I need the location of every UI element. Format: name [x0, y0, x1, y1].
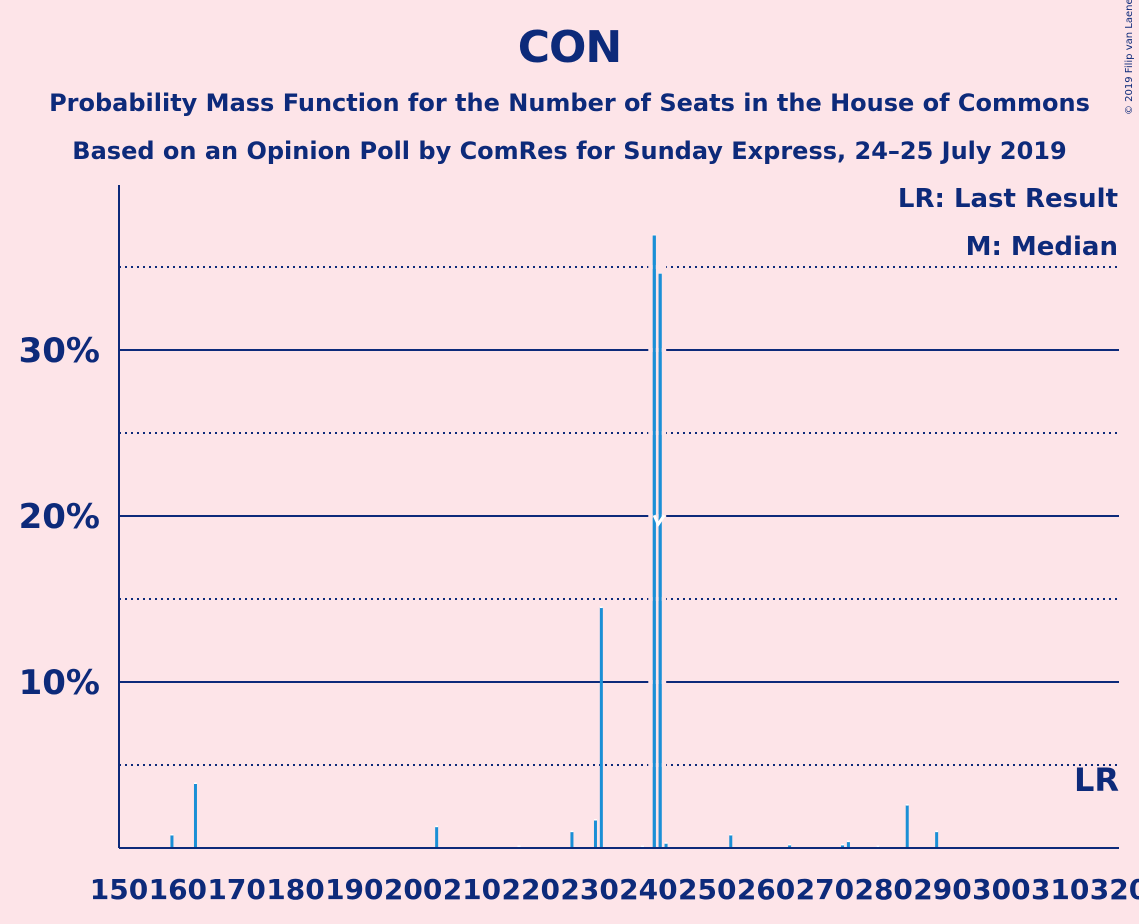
x-tick-label-210: 210 — [443, 873, 501, 906]
median-gap-5 — [648, 763, 667, 767]
x-tick-label-240: 240 — [619, 873, 677, 906]
x-tick-label-300: 300 — [972, 873, 1030, 906]
x-tick-label-230: 230 — [560, 873, 618, 906]
x-tick-label-200: 200 — [384, 873, 442, 906]
bar-seat-163 — [193, 783, 197, 848]
bar-seat-204 — [435, 826, 439, 848]
bar-seat-289 — [935, 831, 939, 848]
bar-seat-254 — [729, 834, 733, 848]
x-tick-label-290: 290 — [913, 873, 971, 906]
x-tick-label-160: 160 — [149, 873, 207, 906]
x-tick-label-170: 170 — [207, 873, 265, 906]
median-gap-10 — [648, 680, 667, 684]
x-tick-label-320: 320 — [1090, 873, 1139, 906]
bar-seat-232 — [599, 607, 603, 848]
x-tick-label-150: 150 — [90, 873, 148, 906]
x-tick-label-220: 220 — [502, 873, 560, 906]
x-tick-label-190: 190 — [325, 873, 383, 906]
bar-seat-284 — [905, 804, 909, 848]
last-result-label: LR — [1074, 761, 1119, 799]
y-tick-label-20: 20% — [19, 497, 100, 537]
bar-seat-159 — [170, 834, 174, 848]
y-tick-label-30: 30% — [19, 331, 100, 371]
bar-seat-231 — [593, 819, 597, 848]
bar-seat-264 — [788, 844, 792, 848]
chart-subtitle-1: Probability Mass Function for the Number… — [49, 89, 1090, 117]
bar-seat-243 — [664, 843, 668, 848]
median-gap-15 — [648, 597, 667, 601]
legend-median: M: Median — [965, 232, 1118, 262]
x-tick-label-250: 250 — [678, 873, 736, 906]
median-marker — [652, 514, 666, 528]
x-tick-label-180: 180 — [266, 873, 324, 906]
median-gap-25 — [648, 431, 667, 435]
bar-seat-274 — [846, 841, 850, 848]
x-tick-label-260: 260 — [737, 873, 795, 906]
chart-title: CON — [517, 22, 623, 73]
y-tick-label-10: 10% — [19, 663, 100, 703]
x-tick-label-280: 280 — [854, 873, 912, 906]
chart-subtitle-2: Based on an Opinion Poll by ComRes for S… — [72, 137, 1067, 165]
median-gap-35 — [648, 265, 667, 269]
legend-last-result: LR: Last Result — [897, 184, 1118, 214]
x-tick-label-310: 310 — [1031, 873, 1089, 906]
bar-seat-273 — [841, 844, 845, 848]
median-gap-20 — [648, 514, 667, 518]
bar-seat-242-front — [658, 273, 662, 848]
x-tick-label-270: 270 — [796, 873, 854, 906]
bar-seat-227 — [570, 831, 574, 848]
median-gap-30 — [648, 348, 667, 352]
bar-seat-241-front — [652, 235, 656, 848]
